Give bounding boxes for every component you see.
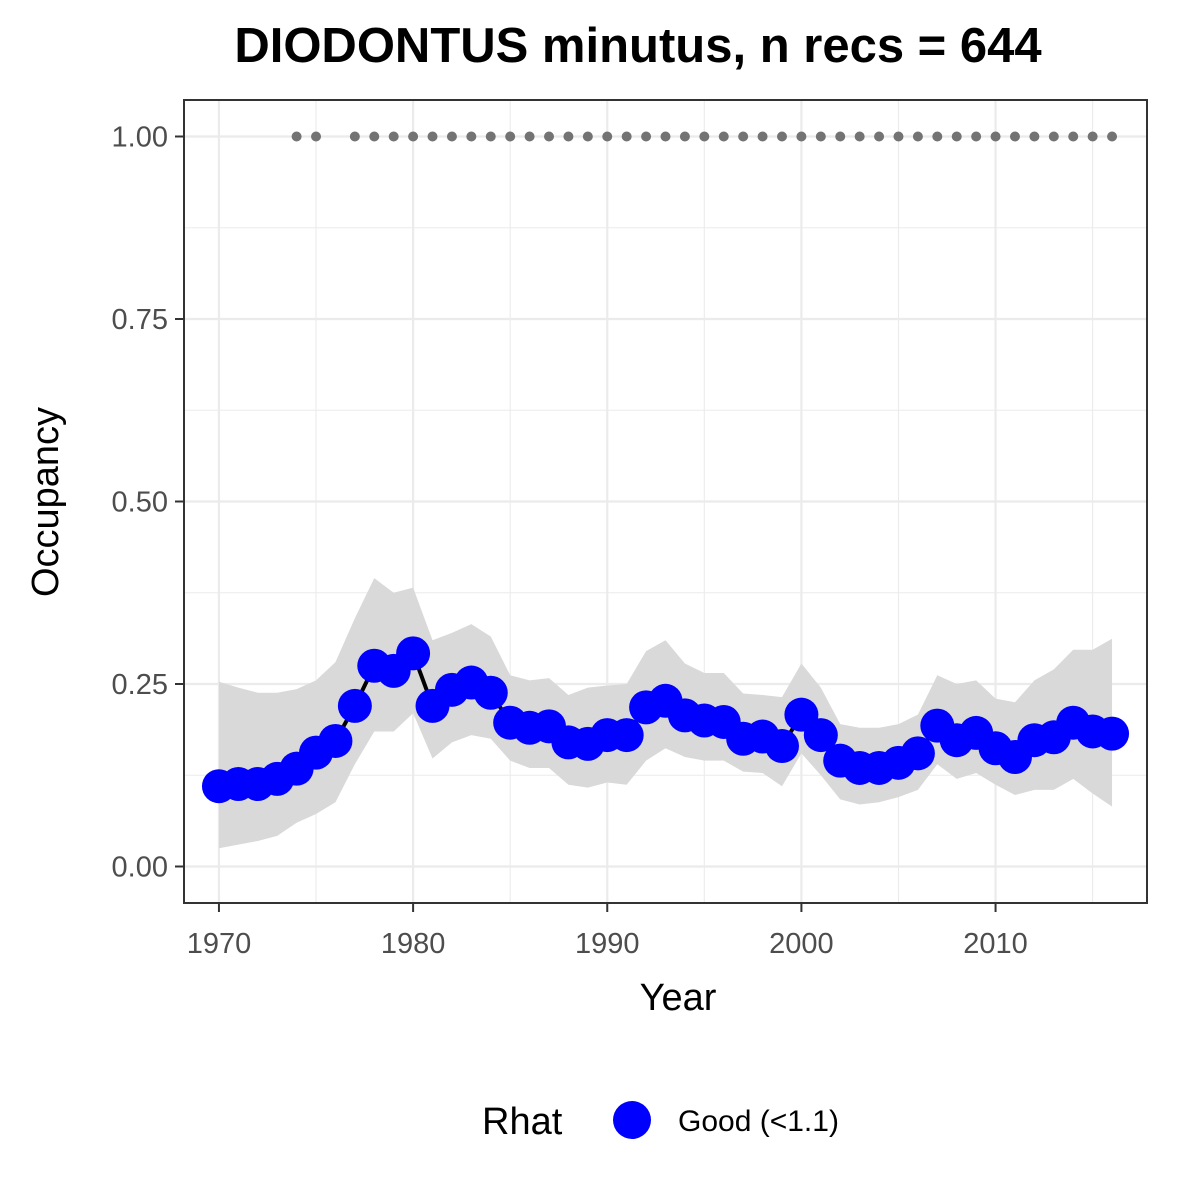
record-year-dot	[621, 131, 632, 142]
record-year-dot	[427, 131, 438, 142]
record-year-dot	[388, 131, 399, 142]
data-point	[609, 718, 644, 753]
record-year-dot	[1048, 131, 1059, 142]
record-year-dot	[641, 131, 652, 142]
record-year-dot	[291, 131, 302, 142]
record-year-dot	[990, 131, 1001, 142]
record-year-dot	[796, 131, 807, 142]
record-year-dot	[408, 131, 419, 142]
record-year-dot	[602, 131, 613, 142]
record-year-dot	[1029, 131, 1040, 142]
record-year-dot	[932, 131, 943, 142]
record-year-dot	[757, 131, 768, 142]
record-year-dot	[718, 131, 729, 142]
data-point	[1095, 716, 1130, 751]
record-year-dot	[485, 131, 496, 142]
data-point	[803, 718, 838, 753]
record-year-dot	[544, 131, 555, 142]
occupancy-points	[201, 636, 1130, 804]
record-year-dot	[854, 131, 865, 142]
record-year-dot	[563, 131, 574, 142]
record-year-dot	[874, 131, 885, 142]
chart-title: DIODONTUS minutus, n recs = 644	[234, 19, 1041, 73]
y-axis-title: Occupancy	[25, 407, 67, 597]
record-year-dot	[524, 131, 535, 142]
y-tick-label: 0.00	[112, 852, 168, 884]
y-tick-label: 0.75	[112, 304, 168, 336]
x-tick-label: 1980	[381, 928, 446, 960]
record-year-dot	[311, 131, 322, 142]
record-year-dot	[660, 131, 671, 142]
record-year-dot	[466, 131, 477, 142]
legend-key-point	[613, 1101, 651, 1139]
data-point	[318, 723, 353, 758]
y-tick-label: 1.00	[112, 122, 168, 154]
legend-label: Good (<1.1)	[678, 1105, 839, 1138]
record-year-dot	[582, 131, 593, 142]
data-point	[473, 675, 508, 710]
record-year-dot	[951, 131, 962, 142]
record-year-dot	[446, 131, 457, 142]
record-year-markers	[291, 131, 1118, 142]
record-year-dot	[1087, 131, 1098, 142]
y-tick-label: 0.25	[112, 669, 168, 701]
record-year-dot	[912, 131, 923, 142]
record-year-dot	[679, 131, 690, 142]
record-year-dot	[369, 131, 380, 142]
record-year-dot	[815, 131, 826, 142]
data-point	[900, 736, 935, 771]
y-tick-label: 0.50	[112, 487, 168, 519]
record-year-dot	[505, 131, 516, 142]
record-year-dot	[1009, 131, 1020, 142]
x-tick-label: 2000	[769, 928, 834, 960]
record-year-dot	[776, 131, 787, 142]
x-tick-label: 1970	[187, 928, 252, 960]
record-year-dot	[738, 131, 749, 142]
record-year-dot	[1068, 131, 1079, 142]
x-axis-title: Year	[640, 977, 717, 1019]
record-year-dot	[699, 131, 710, 142]
record-year-dot	[349, 131, 360, 142]
record-year-dot	[835, 131, 846, 142]
record-year-dot	[1107, 131, 1118, 142]
data-point	[764, 729, 799, 764]
record-year-dot	[893, 131, 904, 142]
axes: 0.00 0.25 0.50 0.75 1.00 1970 1980 1990 2000 2010	[112, 122, 1028, 961]
legend-title: Rhat	[482, 1101, 563, 1143]
data-point	[337, 688, 372, 723]
legend: Rhat Good (<1.1)	[482, 1101, 839, 1143]
record-year-dot	[971, 131, 982, 142]
data-point	[396, 636, 431, 671]
x-tick-label: 2010	[963, 928, 1028, 960]
x-tick-label: 1990	[575, 928, 640, 960]
